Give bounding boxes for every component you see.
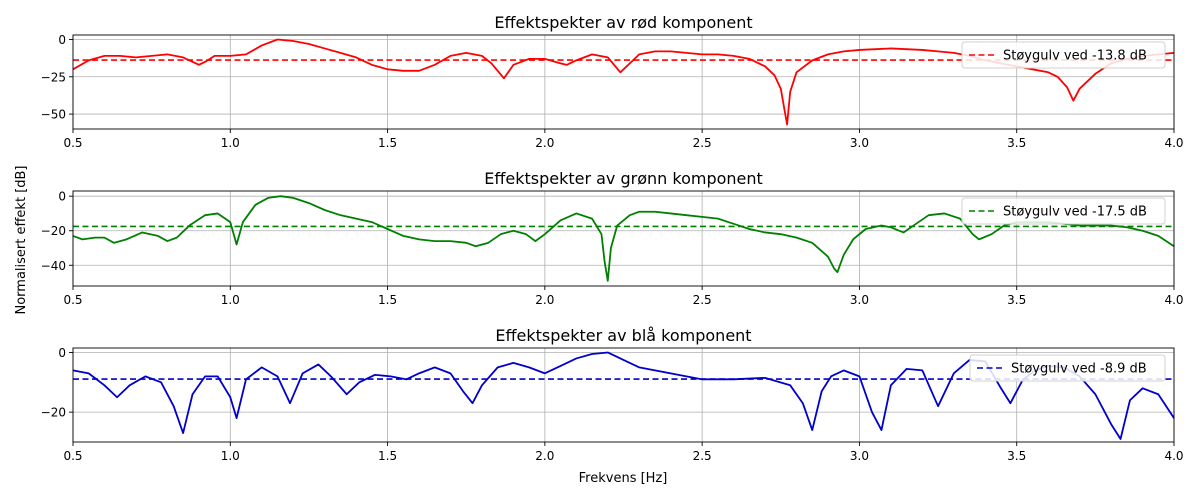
panel-3-xtick-label-2: 1.5 <box>378 449 397 463</box>
panel-3-ytick-label-1: −20 <box>41 406 66 420</box>
panel-2-xtick-label-5: 3.0 <box>850 293 869 307</box>
panel-1-axes-frame <box>72 34 1175 130</box>
panel-1-xtick-label-6: 3.5 <box>1007 136 1026 150</box>
panel-3-ytick-label-0: 0 <box>58 346 66 360</box>
panel-1-ytick-label-2: −50 <box>41 108 66 122</box>
panel-3-legend-label: Støygulv ved -8.9 dB <box>1011 362 1147 377</box>
panel-2-series-line <box>72 195 1175 282</box>
panel-2-legend-box <box>961 197 1166 225</box>
panel-1-ytick-label-0: 0 <box>58 33 66 47</box>
panel-2-xtick-label-0: 0.5 <box>63 293 82 307</box>
panel-1-xtick-label-1: 1.0 <box>221 136 240 150</box>
panel-2-xtick-label-3: 2.0 <box>535 293 554 307</box>
panel-2-axes-frame <box>72 190 1175 287</box>
panel-2-xtick-label-7: 4.0 <box>1164 293 1183 307</box>
panel-3-xtick-label-0: 0.5 <box>63 449 82 463</box>
panel-1-xtick-label-3: 2.0 <box>535 136 554 150</box>
panel-2-xtick-label-2: 1.5 <box>378 293 397 307</box>
panel-1-legend-label: Støygulv ved -13.8 dB <box>1003 49 1147 64</box>
panel-1-xtick-label-5: 3.0 <box>850 136 869 150</box>
panel-2-xtick-label-1: 1.0 <box>221 293 240 307</box>
panel-1-xtick-label-2: 1.5 <box>378 136 397 150</box>
figure-xlabel: Frekvens [Hz] <box>579 471 668 486</box>
panel-2-title: Effektspekter av grønn komponent <box>484 169 763 188</box>
panel-2-legend-label: Støygulv ved -17.5 dB <box>1003 205 1147 220</box>
panel-2-ytick-label-1: −20 <box>41 224 66 238</box>
panel-3-xtick-label-7: 4.0 <box>1164 449 1183 463</box>
panel-3-series-line <box>72 351 1175 440</box>
panel-3-axes-frame <box>72 347 1175 443</box>
panel-2-xtick-label-4: 2.5 <box>693 293 712 307</box>
panel-1-legend-box <box>961 41 1166 69</box>
panel-1-xtick-label-4: 2.5 <box>693 136 712 150</box>
panel-3-xtick-label-1: 1.0 <box>221 449 240 463</box>
panel-2-xtick-label-6: 3.5 <box>1007 293 1026 307</box>
panel-1-xtick-label-0: 0.5 <box>63 136 82 150</box>
panel-3-xtick-label-4: 2.5 <box>693 449 712 463</box>
panel-1-xtick-label-7: 4.0 <box>1164 136 1183 150</box>
panel-3-legend-box <box>969 354 1166 382</box>
panel-1-title: Effektspekter av rød komponent <box>494 13 752 32</box>
figure-ylabel: Normalisert effekt [dB] <box>14 165 29 314</box>
panel-3-title: Effektspekter av blå komponent <box>495 326 751 345</box>
panel-2-ytick-label-2: −40 <box>41 259 66 273</box>
panel-3-xtick-label-6: 3.5 <box>1007 449 1026 463</box>
panel-3-xtick-label-5: 3.0 <box>850 449 869 463</box>
panel-1-ytick-label-1: −25 <box>41 70 66 84</box>
panel-2-ytick-label-0: 0 <box>58 190 66 204</box>
panel-3-xtick-label-3: 2.0 <box>535 449 554 463</box>
